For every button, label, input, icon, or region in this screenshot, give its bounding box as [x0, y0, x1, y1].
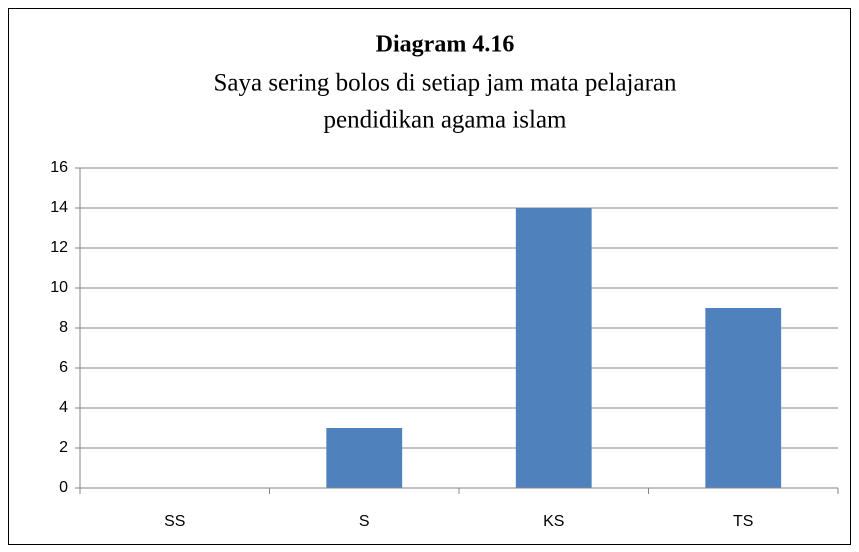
y-tick-label: 14 — [50, 199, 68, 216]
chart-title: Diagram 4.16 — [376, 32, 515, 58]
x-tick-label: TS — [733, 513, 753, 530]
bar — [326, 428, 403, 488]
y-tick-label: 4 — [59, 399, 68, 416]
y-tick-label: 0 — [59, 479, 68, 496]
y-tick-label: 16 — [50, 159, 68, 176]
bar — [515, 208, 592, 488]
y-tick-label: 8 — [59, 319, 68, 336]
y-tick-label: 12 — [50, 239, 68, 256]
y-tick-label: 6 — [59, 359, 68, 376]
chart-subtitle: pendidikan agama islam — [324, 107, 568, 134]
y-tick-label: 10 — [50, 279, 68, 296]
bar — [705, 308, 782, 488]
x-tick-label: KS — [543, 513, 564, 530]
chart-subtitle: Saya sering bolos di setiap jam mata pel… — [213, 70, 677, 97]
x-tick-label: SS — [164, 513, 185, 530]
x-tick-label: S — [359, 513, 370, 530]
y-tick-label: 2 — [59, 439, 68, 456]
